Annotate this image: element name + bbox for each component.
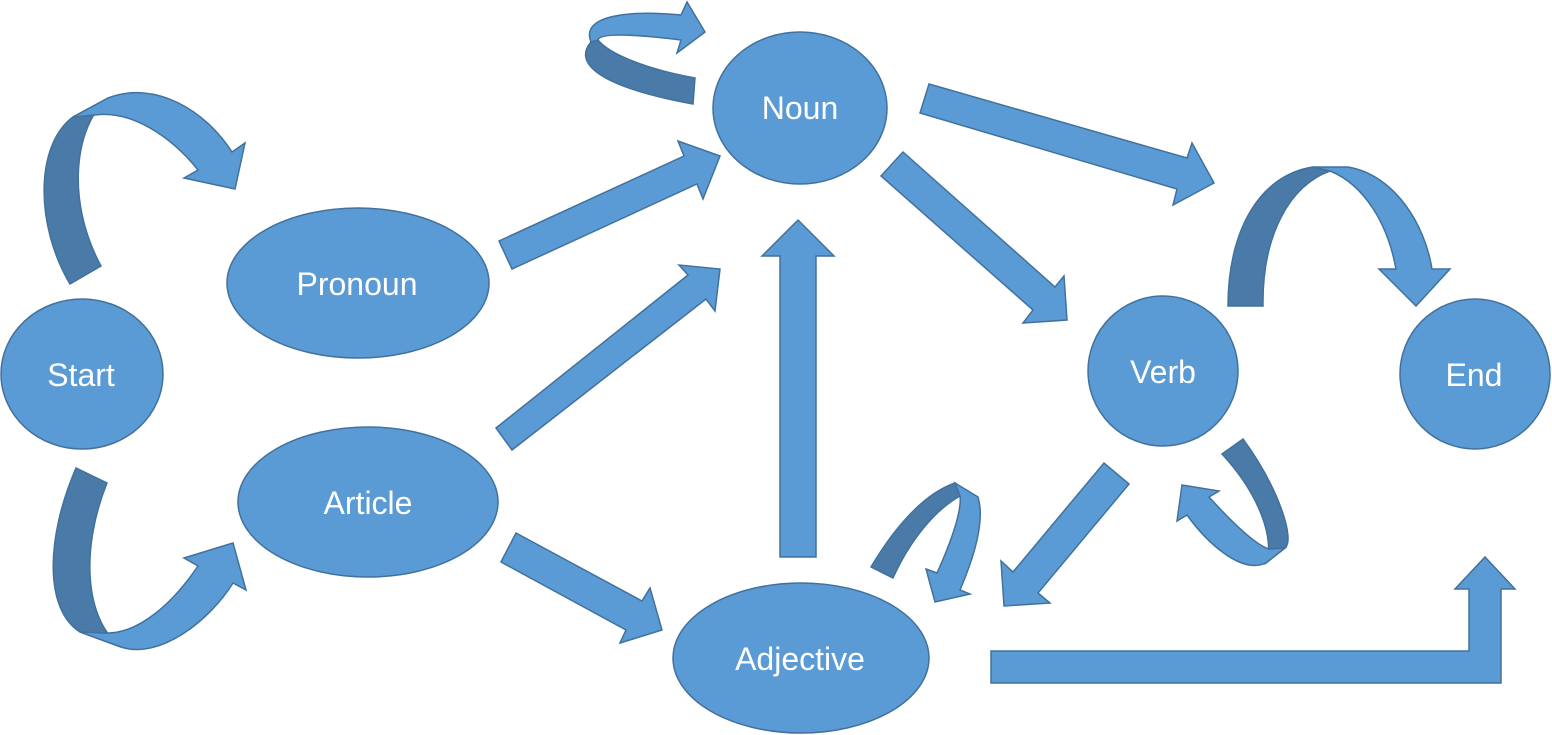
edge-adjective-to-noun [760, 218, 836, 558]
node-adjective: Adjective [672, 582, 930, 734]
node-pronoun-label: Pronoun [297, 266, 418, 302]
edge-adjective-self-loop [869, 481, 982, 603]
node-end-label: End [1446, 357, 1503, 393]
edge-noun-to-verb-diagonal [879, 150, 1068, 324]
edge-start-to-pronoun [43, 92, 247, 286]
edge-noun-to-verb-upper [919, 83, 1216, 207]
node-end: End [1399, 298, 1551, 450]
node-verb-label: Verb [1130, 354, 1196, 390]
edge-pronoun-to-noun [498, 139, 721, 270]
edge-verb-to-adjective [1000, 461, 1131, 607]
node-noun: Noun [712, 31, 888, 185]
edge-verb-to-end [1227, 166, 1452, 308]
edge-article-to-adjective [499, 531, 663, 645]
node-start: Start [0, 298, 164, 450]
node-pronoun: Pronoun [226, 207, 490, 359]
node-start-label: Start [47, 357, 115, 393]
node-article: Article [237, 426, 499, 578]
edge-adjective-to-end [990, 555, 1517, 684]
node-verb: Verb [1087, 295, 1239, 447]
node-article-label: Article [324, 485, 413, 521]
edge-start-to-article [52, 466, 248, 651]
node-adjective-label: Adjective [735, 641, 865, 677]
edge-noun-self-loop [584, 0, 706, 105]
node-noun-label: Noun [762, 90, 839, 126]
edge-verb-self-loop [1176, 437, 1289, 566]
edge-article-to-noun [494, 264, 721, 452]
